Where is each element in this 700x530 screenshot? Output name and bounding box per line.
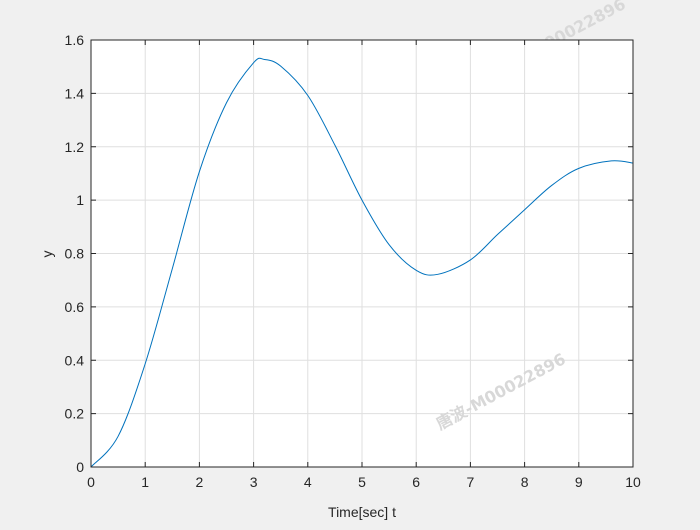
x-tick-label: 10 [625,474,641,490]
ticks: 0 1 2 3 4 5 6 7 8 9 10 0 0.2 0.4 0.6 0.8 1 1.2 1.4 1.6 [65,32,641,490]
y-tick-label: 1.4 [65,85,85,101]
y-tick-label: 1.2 [65,139,85,155]
x-tick-label: 8 [521,474,529,490]
x-tick-label: 4 [304,474,312,490]
x-tick-label: 9 [575,474,583,490]
y-tick-label: 0.4 [65,352,85,368]
y-tick-label: 0.6 [65,299,85,315]
x-tick-label: 7 [467,474,475,490]
x-tick-label: 2 [196,474,204,490]
y-tick-label: 1.6 [65,32,85,48]
y-tick-label: 0.2 [65,406,85,422]
x-tick-label: 6 [412,474,420,490]
series-line [90,57,634,468]
x-tick-label: 5 [358,474,366,490]
y-tick-label: 0 [76,459,84,475]
x-tick-label: 3 [250,474,258,490]
x-axis-label: Time[sec] t [328,504,396,520]
x-tick-label: 1 [141,474,149,490]
y-tick-label: 0.8 [65,246,85,262]
y-tick-label: 1 [76,192,84,208]
x-tick-label: 0 [87,474,95,490]
y-axis-label: y [39,251,55,258]
